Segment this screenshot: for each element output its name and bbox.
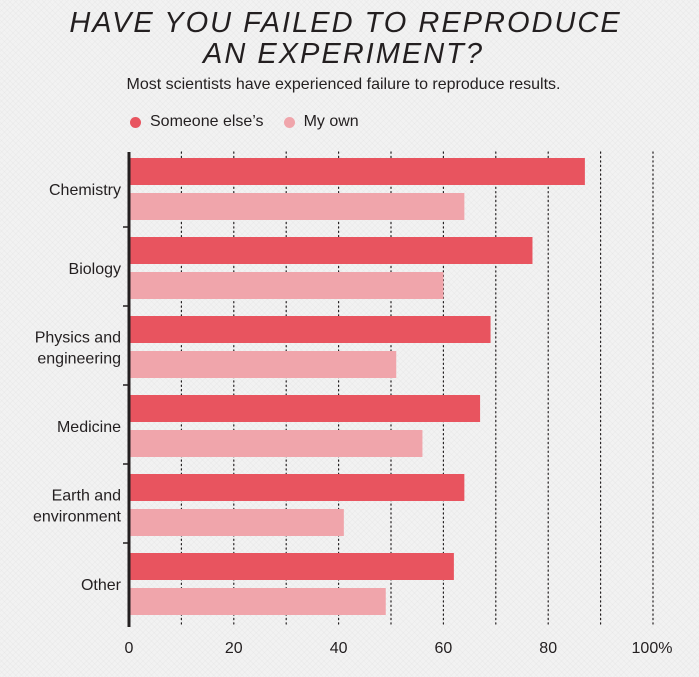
category-label-3: Medicine	[57, 419, 121, 436]
legend-label-someone-else: Someone else’s	[150, 113, 264, 130]
category-label-2-line-0: Physics and	[35, 330, 121, 347]
x-tick-label-40: 40	[330, 640, 348, 657]
category-label-5: Other	[81, 577, 122, 594]
legend-dot-someone-else	[130, 116, 141, 128]
bar-my-own-1	[129, 272, 444, 299]
x-tick-label-20: 20	[225, 640, 243, 657]
category-label-1: Biology	[69, 261, 121, 278]
category-label-0: Chemistry	[49, 182, 121, 199]
legend-item-someone-else: Someone else’s	[130, 113, 264, 131]
category-label-4-line-1: environment	[33, 509, 122, 526]
bar-someone-else-2	[129, 316, 491, 343]
x-tick-label-100: 100%	[632, 640, 673, 657]
bar-someone-else-1	[129, 237, 533, 264]
bar-my-own-0	[129, 193, 465, 220]
bar-my-own-5	[129, 588, 386, 615]
chart-title-line-2: AN EXPERIMENT?	[203, 38, 484, 70]
legend-item-my-own: My own	[283, 113, 359, 131]
x-tick-label-0: 0	[125, 640, 134, 657]
bar-my-own-3	[129, 430, 423, 457]
bar-someone-else-4	[129, 474, 465, 501]
chart-subtitle: Most scientists have experienced failure…	[126, 76, 561, 93]
bar-someone-else-3	[129, 395, 481, 422]
chart-title-line-1: HAVE YOU FAILED TO REPRODUCE	[69, 7, 622, 39]
x-tick-label-80: 80	[539, 640, 557, 657]
category-label-2-line-1: engineering	[37, 351, 121, 368]
legend-label-my-own: My own	[303, 113, 359, 130]
bar-my-own-4	[129, 509, 344, 536]
chart-legend: Someone else’s My own	[130, 113, 379, 131]
legend-dot-my-own	[283, 116, 295, 128]
bar-someone-else-0	[129, 158, 585, 185]
bar-someone-else-5	[129, 553, 454, 580]
bar-my-own-2	[129, 351, 397, 378]
x-tick-label-60: 60	[435, 640, 453, 657]
category-label-4-line-0: Earth and	[52, 488, 121, 505]
